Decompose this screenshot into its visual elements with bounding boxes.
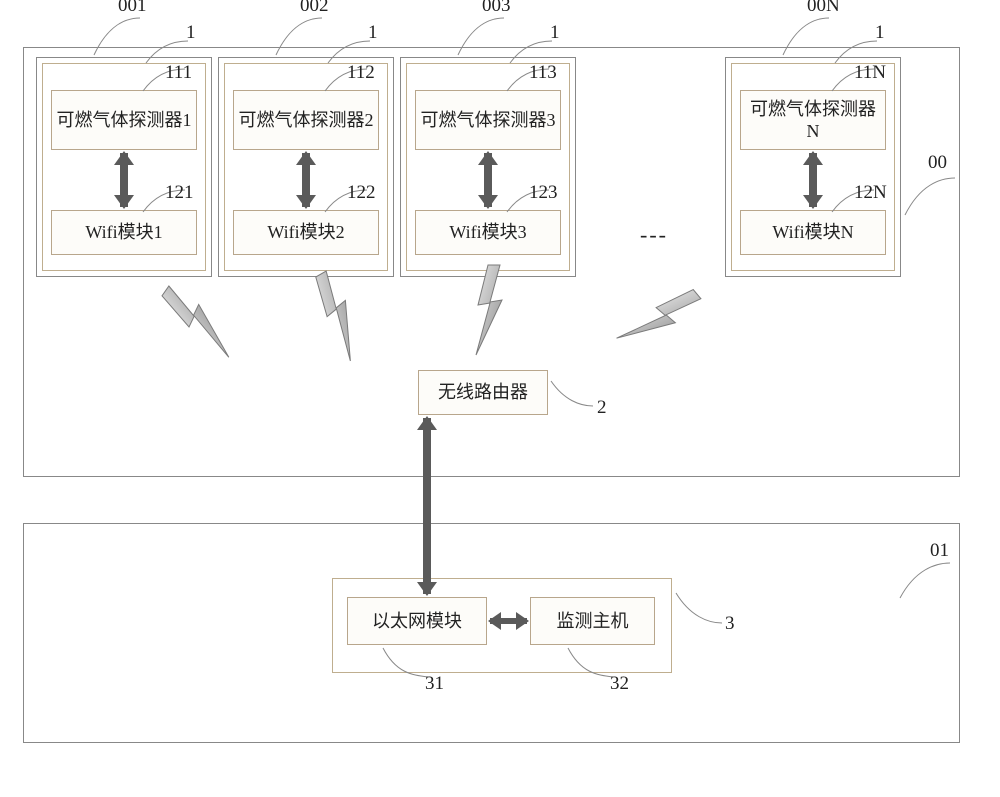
ref-31: 31	[425, 673, 444, 695]
leader-003	[454, 15, 514, 60]
arrow-det-wifi-n	[806, 153, 820, 207]
ref-lower: 01	[930, 540, 949, 562]
arrow-det-wifi-3	[481, 153, 495, 207]
bolt-3	[470, 265, 510, 355]
ref-121: 121	[165, 182, 194, 204]
ref-inner-n: 1	[875, 22, 885, 44]
leader-3	[672, 588, 732, 628]
ref-32: 32	[610, 673, 629, 695]
ethernet: 以太网模块	[347, 597, 487, 645]
detector-3-label: 可燃气体探测器3	[421, 109, 556, 132]
leader-001	[90, 15, 150, 60]
ref-00n: 00N	[807, 0, 840, 17]
router: 无线路由器	[418, 370, 548, 415]
wifi-n-label: Wifi模块N	[772, 221, 853, 244]
wifi-1-label: Wifi模块1	[85, 221, 162, 244]
leader-01	[895, 560, 965, 605]
ref-002: 002	[300, 0, 329, 17]
host-label: 监测主机	[557, 610, 629, 633]
ref-003: 003	[482, 0, 511, 17]
ref-122: 122	[347, 182, 376, 204]
ref-inner-2: 1	[368, 22, 378, 44]
ref-3: 3	[725, 613, 735, 635]
arrow-det-wifi-2	[299, 153, 313, 207]
diagram-canvas: 00 可燃气体探测器1 Wifi模块1 001 1 111 121 可燃气体探测…	[0, 0, 1000, 797]
ref-112: 112	[347, 62, 375, 84]
detector-1: 可燃气体探测器1	[51, 90, 197, 150]
ref-2: 2	[597, 397, 607, 419]
wifi-3-label: Wifi模块3	[449, 221, 526, 244]
arrow-eth-host	[490, 616, 527, 626]
ethernet-label: 以太网模块	[372, 610, 462, 633]
detector-n: 可燃气体探测器N	[740, 90, 886, 150]
leader-00	[900, 175, 970, 225]
ref-113: 113	[529, 62, 557, 84]
host: 监测主机	[530, 597, 655, 645]
ref-inner-1: 1	[186, 22, 196, 44]
detector-n-label: 可燃气体探测器N	[745, 98, 881, 143]
ref-11n: 11N	[854, 62, 886, 84]
detector-2-label: 可燃气体探测器2	[239, 109, 374, 132]
ref-upper: 00	[928, 152, 947, 174]
detector-1-label: 可燃气体探测器1	[57, 109, 192, 132]
ref-12n: 12N	[854, 182, 887, 204]
leader-2	[548, 378, 603, 410]
ref-111: 111	[165, 62, 192, 84]
wifi-2-label: Wifi模块2	[267, 221, 344, 244]
ref-inner-3: 1	[550, 22, 560, 44]
detector-3: 可燃气体探测器3	[415, 90, 561, 150]
leader-002	[272, 15, 332, 60]
arrow-det-wifi-1	[117, 153, 131, 207]
leader-00n	[779, 15, 839, 60]
router-label: 无线路由器	[438, 381, 528, 404]
detector-2: 可燃气体探测器2	[233, 90, 379, 150]
ref-001: 001	[118, 0, 147, 17]
arrow-router-eth	[420, 418, 434, 594]
ref-123: 123	[529, 182, 558, 204]
ellipsis: ---	[640, 222, 668, 248]
